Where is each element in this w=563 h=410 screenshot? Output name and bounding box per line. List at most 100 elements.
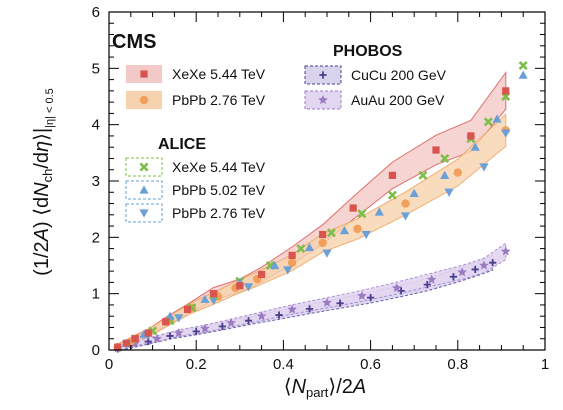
data-point bbox=[400, 212, 411, 221]
data-point bbox=[353, 224, 362, 234]
legend-label: XeXe 5.44 TeV bbox=[172, 66, 266, 82]
uncertainty-band bbox=[117, 113, 507, 351]
data-point bbox=[256, 311, 267, 321]
legend-label: CuCu 200 GeV bbox=[351, 67, 447, 83]
axes: 0 0.2 0.4 0.6 0.8 1 0 1 2 3 4 5 6 bbox=[92, 4, 550, 373]
data-point bbox=[319, 230, 327, 239]
legend-swatch bbox=[125, 180, 163, 200]
data-point bbox=[418, 170, 428, 180]
legend-label: PbPb 2.76 TeV bbox=[172, 205, 266, 221]
data-point bbox=[440, 170, 450, 179]
y-axis-label: (1/2A) ⟨dNch/dη⟩||η| < 0.5 bbox=[31, 88, 56, 276]
data-point bbox=[357, 209, 367, 219]
data-point bbox=[470, 142, 480, 151]
data-point bbox=[479, 260, 489, 270]
data-point bbox=[226, 317, 236, 328]
data-point bbox=[165, 311, 175, 320]
data-point bbox=[144, 329, 152, 337]
data-point bbox=[122, 339, 131, 347]
data-point bbox=[258, 270, 266, 279]
legend-marker bbox=[139, 95, 149, 105]
data-point bbox=[367, 294, 375, 302]
data-point bbox=[479, 163, 489, 172]
x-tick-label: 0.4 bbox=[273, 356, 294, 373]
legend-label: PbPb 5.02 TeV bbox=[172, 182, 266, 198]
data-point bbox=[131, 335, 139, 343]
data-point bbox=[192, 327, 200, 336]
data-point bbox=[322, 297, 332, 307]
data-point bbox=[174, 314, 184, 323]
data-point bbox=[444, 188, 454, 197]
data-point bbox=[426, 274, 437, 284]
data-point bbox=[483, 117, 493, 127]
data-point bbox=[357, 290, 367, 301]
y-tick-label: 0 bbox=[92, 342, 100, 359]
data-point bbox=[432, 146, 440, 154]
data-point bbox=[391, 282, 402, 293]
svg-text:(1/2A) ⟨dNch/dη⟩||η| < 0.5: (1/2A) ⟨dNch/dη⟩||η| < 0.5 bbox=[31, 88, 56, 276]
data-point bbox=[318, 238, 327, 248]
legend-label: XeXe 5.44 TeV bbox=[172, 159, 266, 175]
data-point bbox=[440, 153, 450, 163]
legend-label: AuAu 200 GeV bbox=[351, 92, 445, 108]
data-point bbox=[453, 168, 462, 177]
data-point bbox=[501, 129, 511, 138]
data-point bbox=[236, 282, 244, 290]
data-point bbox=[173, 328, 184, 338]
data-point bbox=[304, 242, 315, 252]
data-points bbox=[112, 60, 528, 353]
data-point bbox=[518, 60, 528, 71]
data-point bbox=[152, 333, 162, 343]
legend-marker bbox=[319, 71, 327, 79]
y-tick-label: 6 bbox=[92, 4, 100, 21]
data-point bbox=[287, 258, 297, 267]
data-point bbox=[296, 244, 306, 254]
data-point bbox=[449, 273, 458, 281]
data-point bbox=[200, 323, 210, 333]
legend-swatch bbox=[125, 203, 163, 223]
legend-marker bbox=[139, 209, 149, 218]
legend-marker bbox=[139, 185, 149, 194]
legend: XeXe 5.44 TeV PbPb 2.76 TeV ALICE XeXe 5.44… bbox=[125, 43, 447, 223]
data-point bbox=[336, 299, 344, 307]
x-tick-label: 0.8 bbox=[447, 356, 468, 373]
data-point bbox=[283, 266, 293, 275]
legend-group-title: ALICE bbox=[158, 136, 206, 153]
data-point bbox=[457, 267, 468, 277]
data-point bbox=[401, 199, 410, 208]
legend-label: PbPb 2.76 TeV bbox=[172, 92, 266, 108]
data-point bbox=[218, 322, 226, 330]
x-tick-label: 0.2 bbox=[186, 356, 207, 373]
data-point bbox=[339, 225, 350, 235]
data-point bbox=[326, 228, 336, 238]
data-point bbox=[270, 260, 280, 270]
data-point bbox=[210, 290, 218, 298]
data-point bbox=[275, 311, 283, 319]
data-point bbox=[166, 332, 174, 340]
data-point bbox=[500, 246, 511, 256]
y-tick-label: 1 bbox=[92, 286, 100, 303]
data-point bbox=[467, 132, 475, 140]
data-point bbox=[492, 114, 502, 123]
data-point bbox=[502, 87, 510, 95]
data-point bbox=[388, 171, 396, 179]
legend-marker bbox=[140, 70, 148, 78]
y-tick-label: 4 bbox=[92, 117, 100, 134]
legend-group-title: PHOBOS bbox=[333, 43, 403, 60]
data-point bbox=[114, 343, 122, 351]
data-point bbox=[489, 259, 497, 267]
x-tick-label: 1 bbox=[541, 356, 549, 373]
y-tick-label: 5 bbox=[92, 60, 100, 77]
x-tick-label: 0.6 bbox=[360, 356, 381, 373]
y-tick-label: 2 bbox=[92, 229, 100, 246]
data-point bbox=[349, 204, 357, 212]
data-point bbox=[287, 304, 297, 314]
data-point bbox=[518, 70, 528, 79]
data-point bbox=[244, 317, 253, 325]
data-point bbox=[409, 188, 419, 197]
x-tick-label: 0 bbox=[105, 356, 113, 373]
data-point bbox=[183, 305, 192, 314]
data-point bbox=[243, 283, 254, 292]
data-point bbox=[387, 190, 397, 200]
